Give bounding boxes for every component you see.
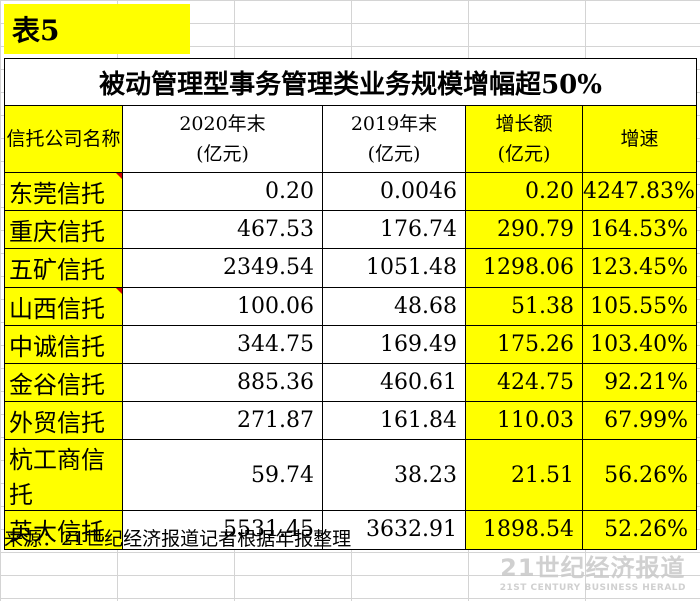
comment-marker-icon xyxy=(116,287,122,294)
data-table: 被动管理型事务管理类业务规模增幅超50% 信托公司名称 2020年末 (亿元) 2… xyxy=(3,58,698,550)
value-2019-cell: 460.61 xyxy=(322,362,466,403)
value-2019-cell: 1051.48 xyxy=(322,248,466,288)
header-2019: 2019年末 (亿元) xyxy=(322,105,466,173)
table-row: 英大信托 5531.45 3632.91 1898.54 52.26% xyxy=(4,510,698,550)
value-2019-cell: 0.0046 xyxy=(322,171,466,212)
rate-cell: 105.55% xyxy=(581,286,698,326)
table-row: 中诚信托 344.75 169.49 175.26 103.40% xyxy=(4,324,698,364)
value-2019-cell: 38.23 xyxy=(322,439,466,512)
header-2020: 2020年末 (亿元) xyxy=(122,105,323,173)
source-note: 来源：21世纪经济报道记者根据年报整理 xyxy=(4,528,352,550)
table-row: 东莞信托 0.20 0.0046 0.20 4247.83% xyxy=(4,171,698,212)
company-name-cell: 山西信托 xyxy=(4,286,123,326)
company-name-cell: 金谷信托 xyxy=(4,362,123,403)
value-2020-cell: 2349.54 xyxy=(122,248,323,288)
growth-cell: 1898.54 xyxy=(465,510,583,550)
table-row: 山西信托 100.06 48.68 51.38 105.55% xyxy=(4,286,698,326)
watermark-logo: 21世纪经济报道 21ST CENTURY BUSINESS HERALD xyxy=(499,554,686,593)
company-name-cell: 杭工商信托 xyxy=(4,439,123,512)
table-row: 杭工商信托 59.74 38.23 21.51 56.26% xyxy=(4,439,698,512)
header-company: 信托公司名称 xyxy=(4,105,123,173)
rate-cell: 123.45% xyxy=(581,248,698,288)
value-2020-cell: 467.53 xyxy=(122,210,323,250)
growth-cell: 175.26 xyxy=(465,324,583,364)
value-2020-cell: 344.75 xyxy=(122,324,323,364)
company-name-cell: 五矿信托 xyxy=(4,248,123,288)
value-2019-cell: 161.84 xyxy=(322,401,466,441)
rate-cell: 56.26% xyxy=(581,439,698,512)
company-name-cell: 外贸信托 xyxy=(4,401,123,441)
growth-cell: 21.51 xyxy=(465,439,583,512)
value-2019-cell: 48.68 xyxy=(322,286,466,326)
growth-cell: 1298.06 xyxy=(465,248,583,288)
value-2019-cell: 3632.91 xyxy=(322,510,466,550)
rate-cell: 103.40% xyxy=(581,324,698,364)
rate-cell: 164.53% xyxy=(581,210,698,250)
growth-cell: 290.79 xyxy=(465,210,583,250)
value-2019-cell: 169.49 xyxy=(322,324,466,364)
growth-cell: 424.75 xyxy=(465,362,583,403)
value-2020-cell: 271.87 xyxy=(122,401,323,441)
rate-cell: 4247.83% xyxy=(581,171,698,212)
company-name-cell: 东莞信托 xyxy=(4,171,123,212)
value-2020-cell: 885.36 xyxy=(122,362,323,403)
value-2019-cell: 176.74 xyxy=(322,210,466,250)
header-rate: 增速 xyxy=(581,105,698,173)
table-row: 五矿信托 2349.54 1051.48 1298.06 123.45% xyxy=(4,248,698,288)
table-title: 被动管理型事务管理类业务规模增幅超50% xyxy=(3,58,698,106)
value-2020-cell: 5531.45 xyxy=(122,510,323,550)
growth-cell: 51.38 xyxy=(465,286,583,326)
value-2020-cell: 100.06 xyxy=(122,286,323,326)
company-name-cell: 重庆信托 xyxy=(4,210,123,250)
table-row: 重庆信托 467.53 176.74 290.79 164.53% xyxy=(4,210,698,250)
company-name-cell: 英大信托 xyxy=(4,510,123,550)
rate-cell: 92.21% xyxy=(581,362,698,403)
table-row: 外贸信托 271.87 161.84 110.03 67.99% xyxy=(4,401,698,441)
value-2020-cell: 59.74 xyxy=(122,439,323,512)
table-row: 金谷信托 885.36 460.61 424.75 92.21% xyxy=(4,362,698,403)
company-name-cell: 中诚信托 xyxy=(4,324,123,364)
table-label: 表5 xyxy=(4,4,190,54)
comment-marker-icon xyxy=(116,173,122,179)
growth-cell: 110.03 xyxy=(465,401,583,441)
rate-cell: 67.99% xyxy=(581,401,698,441)
value-2020-cell: 0.20 xyxy=(122,171,323,212)
header-growth: 增长额 (亿元) xyxy=(465,105,583,173)
growth-cell: 0.20 xyxy=(465,171,583,212)
rate-cell: 52.26% xyxy=(581,510,698,550)
